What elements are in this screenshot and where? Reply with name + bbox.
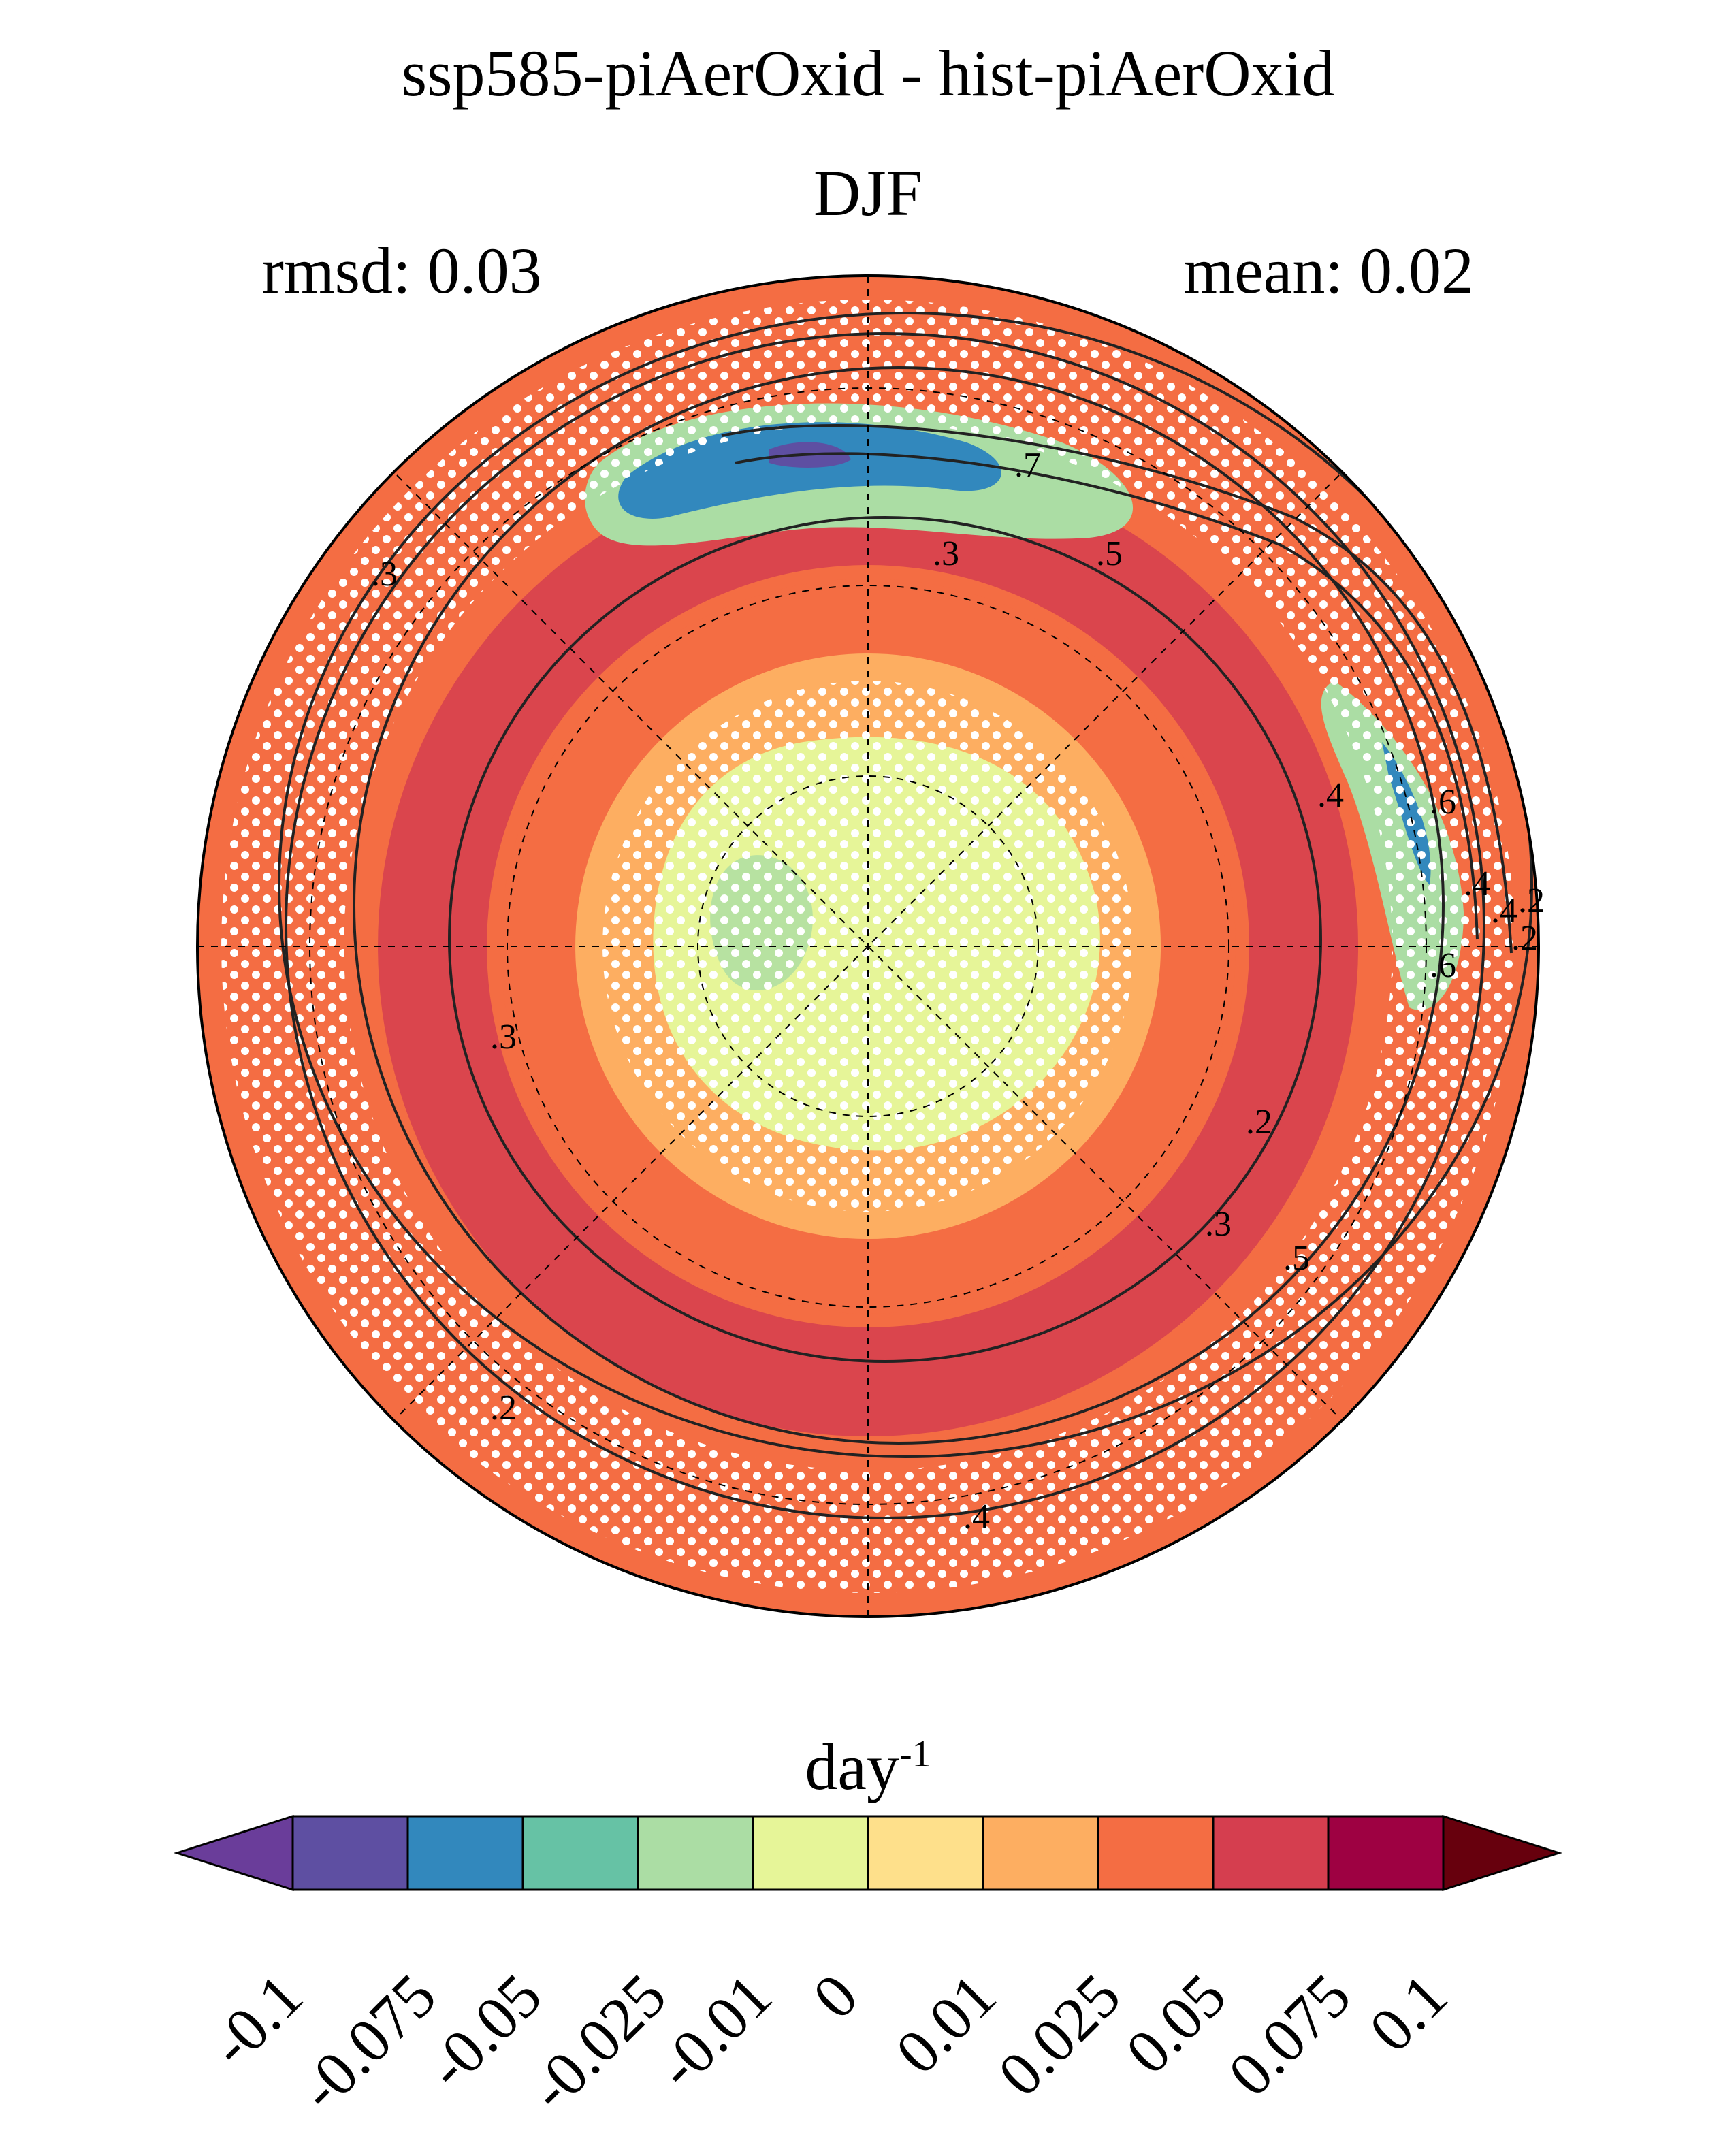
mean-value: mean: 0.02 (1183, 234, 1474, 307)
units-base: day (805, 1730, 899, 1803)
colorbar-high-extend (1442, 1814, 1562, 1892)
figure-title: ssp585-piAerOxid - hist-piAerOxid (401, 37, 1335, 110)
contour-label: .6 (1430, 783, 1456, 822)
contour-label: .3 (490, 1018, 517, 1056)
colorbar-box (291, 1815, 409, 1891)
contour-label: .2 (1246, 1103, 1272, 1142)
colorbar-box (406, 1815, 524, 1891)
contour-label: .3 (371, 555, 398, 594)
contour-label: .4 (1317, 776, 1344, 815)
rmsd-value: rmsd: 0.03 (262, 234, 542, 307)
contour-label: .3 (1205, 1205, 1232, 1244)
pacific-core (618, 422, 1001, 519)
contour-label: .4 (1464, 865, 1490, 903)
contour-label-group: .7.3.5.3.3.4.2.3.5.2.4.6.4.2.6.4.2 (371, 446, 1545, 1536)
units-exponent: -1 (899, 1733, 931, 1775)
colorbar-box (1097, 1815, 1215, 1891)
contour-label: .2 (1511, 919, 1538, 958)
contour-label: .7 (1014, 446, 1041, 485)
colorbar-box (982, 1815, 1099, 1891)
colorbar-box (867, 1815, 984, 1891)
contour-label: .2 (1518, 882, 1545, 920)
colorbar-low-extend (174, 1814, 294, 1892)
colorbar-box (637, 1815, 754, 1891)
contour-lines (278, 312, 1533, 1519)
contour-label: .5 (1096, 534, 1123, 573)
colorbar-box (1212, 1815, 1330, 1891)
contour-label: .4 (1491, 892, 1517, 931)
season-label: DJF (813, 157, 923, 229)
map-border (196, 274, 1540, 1618)
colorbar-box (521, 1815, 639, 1891)
contour-label: .4 (963, 1498, 990, 1536)
contour-label: .5 (1283, 1239, 1310, 1278)
colorbar-box (1327, 1815, 1445, 1891)
colorbar-units: day-1 (0, 1734, 1736, 1800)
graticule (197, 276, 1539, 1617)
contour-label: .2 (490, 1389, 517, 1427)
contour-label: .3 (933, 534, 959, 573)
contour-label: .6 (1430, 946, 1456, 985)
colorbar-box (752, 1815, 869, 1891)
